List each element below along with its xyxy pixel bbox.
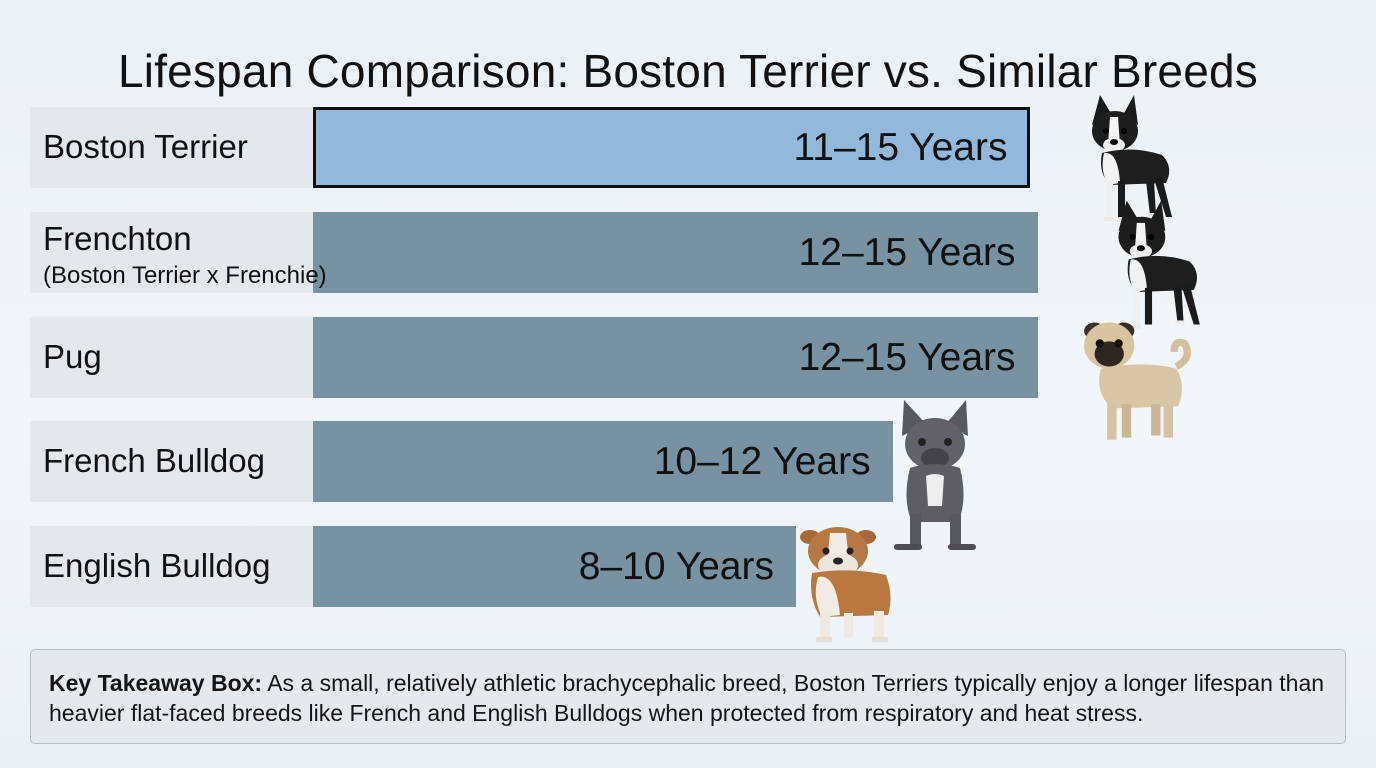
bar-boston-terrier: 11–15 Years [313, 107, 1030, 188]
english-bulldog-dog-icon [800, 527, 891, 642]
category-note-frenchton: (Boston Terrier x Frenchie) [43, 262, 327, 289]
bar-pug: 12–15 Years [313, 317, 1038, 398]
category-label-french-bulldog: French Bulldog [43, 442, 265, 479]
key-takeaway-box: Key Takeaway Box: As a small, relatively… [30, 649, 1346, 744]
takeaway-text: As a small, relatively athletic brachyce… [49, 670, 1325, 726]
bar-frenchton: 12–15 Years [313, 212, 1038, 293]
value-label-pug: 12–15 Years [798, 336, 1016, 379]
pug-dog-icon [1058, 310, 1196, 446]
takeaway-heading: Key Takeaway Box: [49, 670, 263, 696]
value-label-frenchton: 12–15 Years [798, 231, 1016, 274]
category-label-english-bulldog: English Bulldog [43, 547, 271, 584]
category-label-cell [30, 212, 313, 293]
category-label-cell [30, 421, 313, 502]
value-label-english-bulldog: 8–10 Years [578, 545, 774, 588]
category-label-frenchton: Frenchton [43, 220, 192, 257]
category-label-cell [30, 317, 313, 398]
bar-english-bulldog: 8–10 Years [313, 526, 796, 607]
category-label-pug: Pug [43, 338, 102, 375]
category-label-boston-terrier: Boston Terrier [43, 128, 248, 165]
value-label-french-bulldog: 10–12 Years [653, 440, 871, 483]
bar-french-bulldog: 10–12 Years [313, 421, 893, 502]
category-label-cell [30, 107, 313, 188]
chart-title: Lifespan Comparison: Boston Terrier vs. … [118, 44, 1258, 97]
value-label-boston-terrier: 11–15 Years [793, 126, 1008, 169]
category-label-cell [30, 526, 313, 607]
